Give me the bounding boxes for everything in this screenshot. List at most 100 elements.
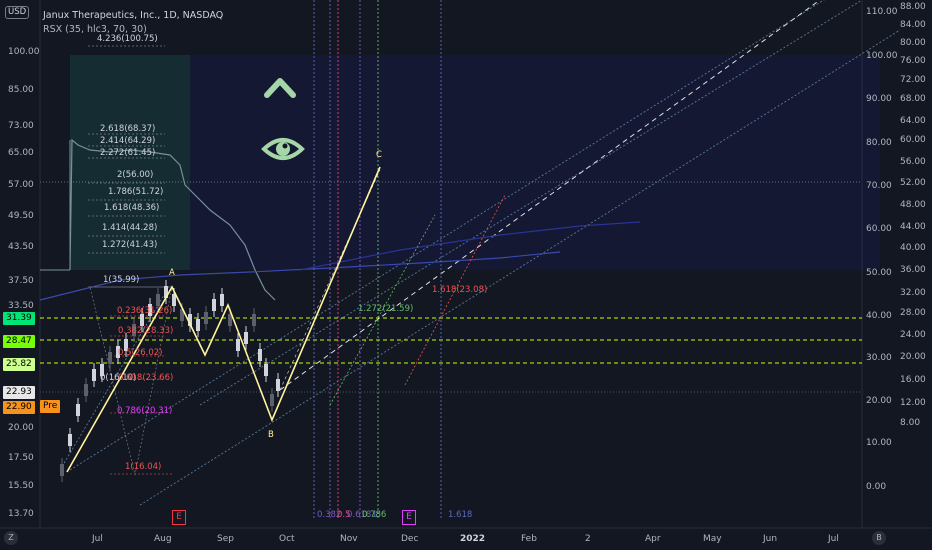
pattern-point-b: B — [268, 430, 274, 440]
right-axis-tick: 72.00 — [900, 75, 926, 85]
zoom-button[interactable]: Z — [4, 531, 18, 545]
currency-label[interactable]: USD — [5, 6, 30, 19]
right-axis-tick: 56.00 — [900, 157, 926, 167]
fib-extension-label: 4.236(100.75) — [97, 34, 158, 44]
right-axis-tick: 80.00 — [900, 38, 926, 48]
indicator-axis-tick: 80.00 — [866, 138, 892, 148]
time-axis-tick: Aug — [154, 534, 172, 544]
indicator-axis-tick: 50.00 — [866, 268, 892, 278]
time-fib-label: 1.618 — [448, 510, 473, 520]
indicator-axis-tick: 60.00 — [866, 224, 892, 234]
right-axis-tick: 44.00 — [900, 222, 926, 232]
symbol-title[interactable]: Janux Therapeutics, Inc., 1D, NASDAQ — [43, 10, 224, 21]
indicator-axis-tick: 100.00 — [866, 51, 898, 61]
fib-extension-label: 2(56.00) — [117, 170, 154, 180]
fib-retracement-label: 0(16.10) — [100, 373, 137, 383]
time-axis-tick: Jul — [828, 534, 839, 544]
fib-extension-label: 2.272(61.45) — [100, 148, 156, 158]
left-axis-tick: 43.50 — [8, 242, 34, 252]
time-axis-tick: 2022 — [460, 534, 486, 544]
left-axis-tick: 37.50 — [8, 276, 34, 286]
pattern-point-c: C — [376, 150, 382, 160]
indicator-axis-tick: 40.00 — [866, 311, 892, 321]
right-axis-tick: 48.00 — [900, 200, 926, 210]
fib-retracement-label: 0.786(20.31) — [117, 406, 173, 416]
guide-levels — [40, 317, 862, 364]
time-axis-tick: Apr — [645, 534, 661, 544]
projection-label-green: 1.272(21.59) — [358, 304, 414, 314]
time-fib-label: 0.382 — [317, 510, 342, 520]
right-axis-tick: 64.00 — [900, 116, 926, 126]
right-axis-tick: 88.00 — [900, 2, 926, 12]
fib-extension-label: 1.786(51.72) — [108, 187, 164, 197]
right-axis-tick: 20.00 — [900, 352, 926, 362]
abc-pattern-line — [66, 166, 381, 473]
price-badge: 31.39 — [3, 312, 35, 325]
indicator-axis-tick: 90.00 — [866, 94, 892, 104]
right-axis-tick: 32.00 — [900, 288, 926, 298]
pre-market-badge: Pre — [40, 400, 61, 413]
fib-retracement-label: 1(16.04) — [125, 462, 162, 472]
fib-retracement-label: 0.5(26.02) — [118, 348, 163, 358]
indicator-axis-tick: 10.00 — [866, 438, 892, 448]
time-axis-tick: Feb — [521, 534, 537, 544]
earnings-event-marker[interactable]: E — [172, 510, 186, 525]
right-axis-tick: 52.00 — [900, 178, 926, 188]
right-axis-tick: 40.00 — [900, 243, 926, 253]
fib-extension-label: 1.272(41.43) — [102, 240, 158, 250]
time-axis-tick: Sep — [217, 534, 234, 544]
right-axis-tick: 8.00 — [900, 418, 921, 428]
left-axis-tick: 49.50 — [8, 211, 34, 221]
time-axis-tick: May — [703, 534, 722, 544]
right-axis-tick: 36.00 — [900, 265, 926, 275]
time-fib-label: 1 — [372, 510, 378, 520]
chevron-up-icon — [263, 73, 297, 99]
indicator-axis-tick: 110.00 — [866, 7, 898, 17]
right-axis-tick: 12.00 — [900, 398, 926, 408]
price-badge: 25.82 — [3, 358, 35, 371]
left-axis-tick: 57.00 — [8, 180, 34, 190]
fib-extension-label: 1(35.99) — [103, 275, 140, 285]
right-axis-tick: 84.00 — [900, 20, 926, 30]
pattern-point-a: A — [169, 268, 175, 278]
time-fib-label: 0.618 — [347, 510, 372, 520]
left-axis-tick: 33.50 — [8, 301, 34, 311]
time-axis-tick: Nov — [340, 534, 358, 544]
fib-extension-label: 2.618(68.37) — [100, 124, 156, 134]
fib-extension-label: 1.414(44.28) — [102, 223, 158, 233]
earnings-event-marker[interactable]: E — [402, 510, 416, 525]
left-axis-tick: 73.00 — [8, 121, 34, 131]
fib-retracement-label: 0.382(28.33) — [118, 326, 174, 336]
indicator-axis-tick: 30.00 — [866, 353, 892, 363]
right-axis-tick: 68.00 — [900, 94, 926, 104]
scale-button[interactable]: B — [872, 531, 886, 545]
indicator-axis-tick: 20.00 — [866, 396, 892, 406]
time-axis-tick: 2 — [585, 534, 591, 544]
price-badge: 28.47 — [3, 335, 35, 348]
indicator-axis-tick: 0.00 — [866, 482, 887, 492]
time-axis-tick: Dec — [401, 534, 419, 544]
rsx-indicator-line — [69, 138, 276, 301]
fib-extension-label: 1.618(48.36) — [104, 203, 160, 213]
projection-line — [279, 0, 821, 391]
time-axis-tick: Jun — [763, 534, 778, 544]
price-badge: 22.93 — [3, 386, 35, 399]
indicator-label[interactable]: RSX (35, hlc3, 70, 30) — [43, 24, 147, 35]
right-axis-tick: 76.00 — [900, 56, 926, 66]
right-axis-tick: 24.00 — [900, 330, 926, 340]
left-axis-tick: 15.50 — [8, 481, 34, 491]
right-axis-tick: 60.00 — [900, 135, 926, 145]
time-fib-label: 0.786 — [362, 510, 387, 520]
left-axis-tick: 17.50 — [8, 453, 34, 463]
eye-icon — [261, 133, 305, 165]
left-axis-tick: 85.00 — [8, 85, 34, 95]
time-axis-tick: Jul — [92, 534, 103, 544]
fib-retracement-label: 0.618(23.66) — [118, 373, 174, 383]
time-axis-tick: Oct — [279, 534, 295, 544]
left-axis-tick: 65.00 — [8, 148, 34, 158]
indicator-axis-tick: 70.00 — [866, 181, 892, 191]
fib-extension-label: 2.414(64.29) — [100, 136, 156, 146]
left-axis-tick: 100.00 — [8, 47, 40, 57]
projection-label-red: 1.618(23.08) — [432, 285, 488, 295]
